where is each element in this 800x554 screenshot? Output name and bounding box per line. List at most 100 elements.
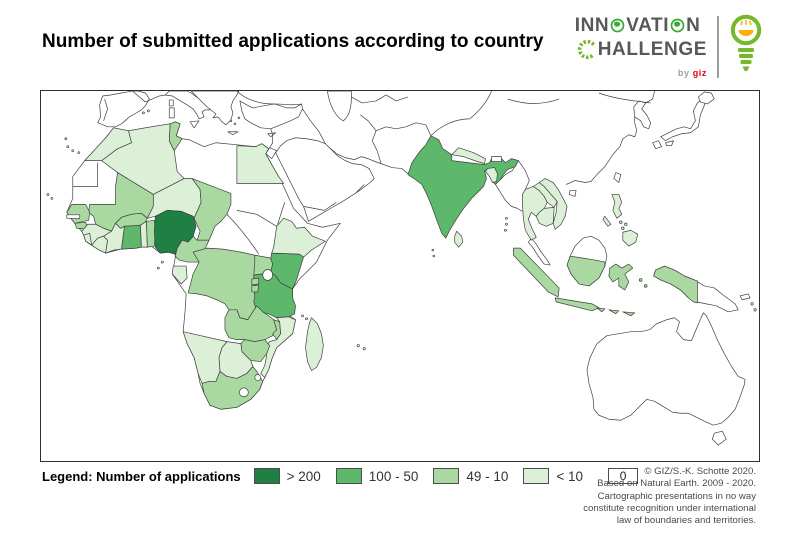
coast-hainan xyxy=(568,190,577,197)
country-india xyxy=(407,135,519,239)
eswatini xyxy=(254,374,262,381)
gear-c-icon xyxy=(577,39,595,59)
coast-cyprus xyxy=(267,132,277,138)
legend-swatch-lt10 xyxy=(523,468,550,484)
coast-corsica xyxy=(168,99,174,107)
country-gabon xyxy=(171,265,188,285)
attribution-line: Based on Natural Earth. 2009 - 2020. xyxy=(597,478,756,490)
country-burkina-faso xyxy=(115,212,148,229)
small-islands xyxy=(46,109,757,351)
country-kalimantan xyxy=(566,255,606,287)
country-sumatra xyxy=(513,247,560,298)
country-morocco xyxy=(84,127,132,161)
coast-japan-honshu xyxy=(660,98,706,142)
comoros xyxy=(305,317,308,321)
comoros xyxy=(301,314,304,318)
coast-levant xyxy=(269,128,274,148)
country-benin xyxy=(146,219,156,248)
legend-item: > 200 xyxy=(253,468,321,484)
legend-value: > 200 xyxy=(286,468,321,484)
lake-victoria xyxy=(262,269,274,281)
sao-tome xyxy=(160,260,164,264)
border-mongolia xyxy=(507,98,560,104)
caspian-sea xyxy=(327,91,352,122)
canary-islands xyxy=(66,145,70,149)
aegean-islands xyxy=(237,116,241,120)
aegean-islands xyxy=(233,122,237,126)
country-visayas xyxy=(619,220,623,224)
country-tanzania xyxy=(253,271,296,319)
balearics xyxy=(147,109,150,113)
attribution-line: constitute recognition under internation… xyxy=(583,502,756,514)
border-pakistan-west xyxy=(371,122,432,164)
globe-icon xyxy=(610,18,625,32)
canary-islands xyxy=(77,151,81,155)
lesotho xyxy=(239,387,249,398)
coast-malay-peninsula xyxy=(527,237,551,266)
coast-japan-kyushu xyxy=(652,140,662,150)
coast-tasmania xyxy=(711,430,727,446)
country-west-papua xyxy=(653,265,698,304)
aegean-islands xyxy=(229,119,233,123)
country-maluku xyxy=(643,284,648,288)
border-afghanistan xyxy=(360,114,377,132)
country-bangladesh xyxy=(485,167,498,183)
canary-islands xyxy=(71,149,75,153)
country-south-africa xyxy=(201,366,264,410)
innovation-challenge-logo: INN VATI N HALLENGE by xyxy=(575,13,764,85)
coast-japan-hokkaido xyxy=(698,91,715,105)
country-madagascar xyxy=(305,317,324,371)
mascarenes xyxy=(362,347,366,351)
madeira xyxy=(64,137,68,141)
coast-france-south xyxy=(132,91,166,103)
country-visayas xyxy=(621,226,625,230)
andaman-islands xyxy=(504,228,507,232)
coast-sicily xyxy=(189,120,200,129)
cape-verde xyxy=(50,197,54,200)
balearics xyxy=(142,111,145,115)
country-mozambique xyxy=(260,316,296,378)
country-egypt xyxy=(236,143,284,184)
country-ghana xyxy=(121,224,142,250)
map-frame xyxy=(40,90,760,462)
coast-black-sea xyxy=(236,91,302,106)
andaman-islands xyxy=(505,222,508,226)
border-portugal xyxy=(103,98,108,121)
logo-line-innovation: INN VATI N xyxy=(575,13,707,37)
coast-new-britain xyxy=(739,293,751,301)
coast-iran-pakistan xyxy=(329,147,410,175)
legend-value: 100 - 50 xyxy=(368,468,419,484)
globe-icon xyxy=(670,18,685,32)
cape-verde xyxy=(46,193,50,196)
coast-china-korea xyxy=(565,91,655,185)
logo-text-hallenge: HALLENGE xyxy=(597,38,707,60)
country-luzon xyxy=(611,194,623,219)
byline-by: by xyxy=(677,68,690,78)
coast-sardinia xyxy=(168,107,175,119)
legend-swatch-100-50 xyxy=(335,468,362,484)
legend-label: Legend: Number of applications xyxy=(42,468,241,484)
choropleth-map xyxy=(46,91,757,446)
attribution-line: law of boundaries and territories. xyxy=(616,515,756,527)
page-title: Number of submitted applications accordi… xyxy=(42,31,544,52)
border-yemen-oman xyxy=(303,184,365,211)
solomons xyxy=(753,308,757,312)
border-west-sahara xyxy=(72,162,98,187)
country-vietnam xyxy=(538,178,568,230)
sao-tome xyxy=(156,266,160,270)
legend-value: < 10 xyxy=(556,468,584,484)
legend-item: 100 - 50 xyxy=(335,468,419,484)
andaman-islands xyxy=(505,216,508,220)
attribution-line: © GIZ/S.-K. Schotte 2020. xyxy=(644,466,756,477)
logo-text-vati: VATI xyxy=(626,14,670,36)
coast-arabia xyxy=(275,137,375,222)
country-senegal xyxy=(66,204,91,224)
bhutan xyxy=(491,156,502,162)
legend-item: < 10 xyxy=(523,468,583,484)
border-iraq-iran xyxy=(302,108,326,144)
lightbulb-icon xyxy=(730,14,762,71)
country-maluku xyxy=(638,278,643,282)
logo-line-challenge: HALLENGE xyxy=(575,37,707,61)
attribution-line: Cartographic presentations in no way xyxy=(597,490,756,502)
